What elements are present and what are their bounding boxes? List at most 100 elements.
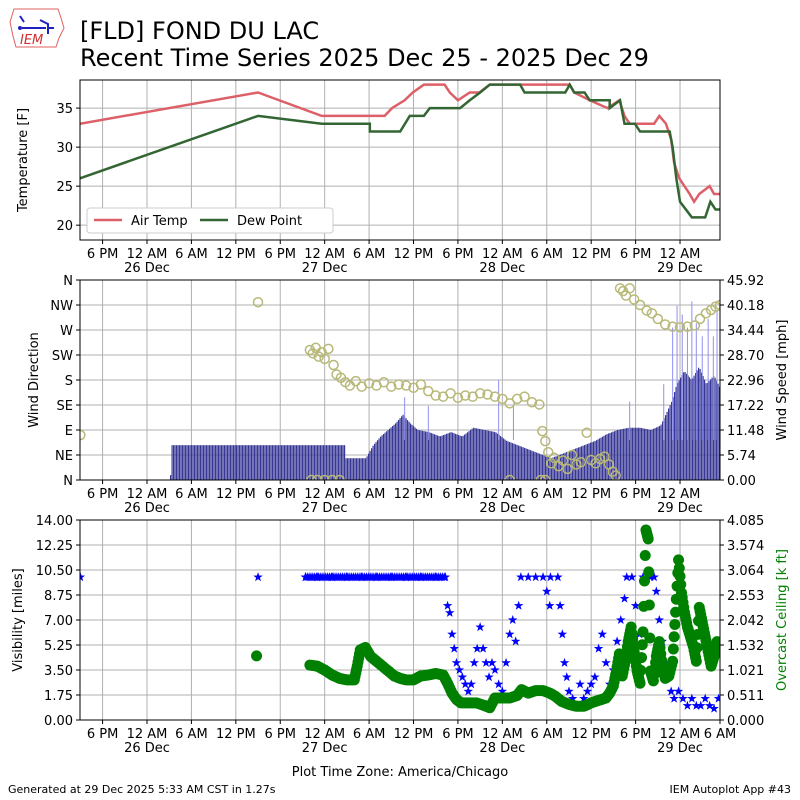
- ceiling-point: [669, 619, 681, 631]
- wind-direction-point: [674, 321, 686, 333]
- ceiling-point: [643, 599, 655, 611]
- wind-speed-bar: [318, 445, 320, 480]
- wind-speed-bar: [456, 434, 458, 480]
- ceiling-point: [634, 677, 646, 689]
- wind-speed-bar: [438, 436, 440, 480]
- wind-direction-point: [689, 320, 701, 331]
- visibility-star: [454, 665, 465, 675]
- wind-speed-bar: [479, 428, 481, 480]
- wind-speed-bar: [396, 421, 398, 480]
- wind-speed-bar: [314, 445, 316, 480]
- x-tick-label: 6 AM: [175, 487, 208, 502]
- wind-speed-bar: [263, 445, 265, 480]
- visibility-star: [695, 700, 706, 710]
- wind-direction-point: [304, 344, 316, 356]
- ceiling-point: [690, 655, 702, 667]
- wind-speed-bar: [657, 426, 659, 480]
- visibility-star: [593, 643, 604, 653]
- x-tick-label: 12 AM: [660, 727, 701, 742]
- wind-speed-bar: [647, 429, 649, 480]
- wind-speed-bar: [674, 391, 676, 480]
- wind-speed-bar: [297, 445, 299, 480]
- wind-speed-bar: [290, 445, 292, 480]
- visibility-star: [516, 572, 526, 582]
- wind-speed-bar: [260, 445, 262, 480]
- wind-speed-bar: [636, 427, 638, 480]
- wind-speed-bar: [491, 431, 493, 480]
- wind-speed-bar: [552, 457, 554, 480]
- wind-speed-bar: [434, 434, 436, 480]
- wind-speed-bar: [461, 436, 463, 480]
- y-tick-label: S: [65, 374, 73, 389]
- x-tick-label: 6 PM: [265, 727, 296, 742]
- visibility-star: [691, 700, 702, 710]
- wind-direction-point: [386, 381, 397, 392]
- wind-speed-bar: [695, 372, 697, 480]
- ceiling-point: [673, 554, 685, 566]
- wind-speed-bar: [678, 380, 680, 480]
- visibility-star: [542, 586, 552, 596]
- wind-direction-point: [667, 321, 678, 332]
- x-tick-label: 6 PM: [620, 727, 651, 742]
- temperature-series: [80, 82, 720, 219]
- wind-speed-bar: [696, 370, 698, 480]
- wind-speed-bar: [522, 447, 524, 480]
- wind-speed-bar: [311, 445, 313, 480]
- wind-speed-bar: [488, 430, 490, 480]
- wind-speed-bar: [240, 445, 242, 480]
- x-tick-label: 6 PM: [442, 247, 473, 262]
- wind-direction-point: [659, 319, 671, 330]
- visibility-star: [439, 572, 449, 582]
- wind-speed-bar: [671, 401, 673, 480]
- y2-tick-label: 5.74: [727, 449, 756, 464]
- x-tick-date: 28 Dec: [479, 501, 525, 516]
- wind-speed-bar: [528, 449, 530, 480]
- y-tick-label: 1.75: [44, 689, 73, 704]
- wind-speed-bar: [489, 431, 491, 480]
- wind-speed-bar: [420, 430, 422, 480]
- x-tick-date: 29 Dec: [657, 741, 703, 756]
- ceiling-point: [644, 632, 656, 644]
- wind-speed-bar: [521, 446, 523, 480]
- wind-speed-bar: [566, 452, 568, 480]
- x-tick-date: 27 Dec: [302, 741, 348, 756]
- wind-speed-bar: [458, 435, 460, 480]
- wind-direction-point: [445, 388, 456, 399]
- wind-speed-bar: [512, 443, 514, 480]
- wind-direction-point: [700, 308, 712, 319]
- wind-speed-bar: [344, 445, 346, 480]
- wind-speed-bar: [177, 445, 179, 480]
- wind-speed-bar: [419, 430, 421, 480]
- wind-speed-bar: [281, 445, 283, 480]
- wind-direction-point: [710, 301, 720, 312]
- wind-speed-bar: [255, 445, 257, 480]
- visibility-star: [487, 657, 497, 667]
- wind-speed-bar: [621, 429, 623, 480]
- wind-speed-bar: [239, 445, 241, 480]
- visibility-star: [621, 572, 632, 582]
- wind-direction-point: [519, 391, 530, 402]
- wind-speed-bar: [201, 445, 203, 480]
- wind-speed-bar: [333, 445, 335, 480]
- wind-speed-bar: [326, 445, 328, 480]
- wind-speed-bar: [509, 441, 511, 480]
- wind-speed-bar: [219, 445, 221, 480]
- visibility-star: [654, 615, 665, 625]
- wind-speed-bar: [500, 436, 502, 480]
- ceiling-axis-label: Overcast Ceiling [k ft]: [775, 549, 790, 691]
- wind-speed-bar: [425, 431, 427, 480]
- y-tick-label: NW: [50, 299, 73, 314]
- wind-speed-bar: [629, 427, 631, 480]
- wind-speed-bar: [206, 445, 208, 480]
- wind-speed-bar: [630, 427, 632, 480]
- wind-speed-bar: [495, 432, 497, 480]
- wind-speed-bar: [540, 454, 542, 480]
- wind-series: [80, 283, 720, 480]
- wind-speed-bar: [198, 445, 200, 480]
- wind-direction-point: [326, 474, 338, 480]
- wind-speed-bar: [275, 445, 277, 480]
- wind-speed-bar: [539, 453, 541, 480]
- x-tick-label: 6 PM: [442, 487, 473, 502]
- visibility-star: [579, 693, 589, 703]
- wind-speed-bar: [258, 445, 260, 480]
